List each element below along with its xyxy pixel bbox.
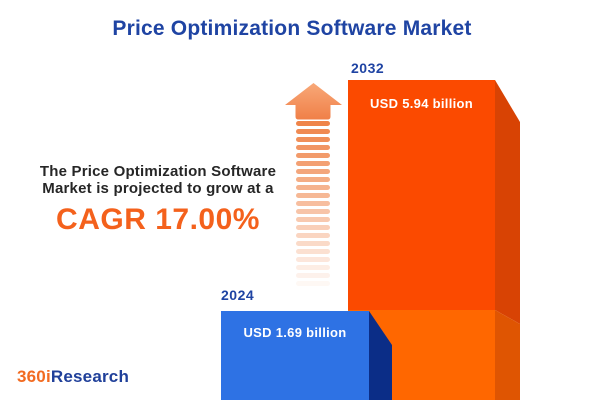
page-title: Price Optimization Software Market (112, 17, 472, 40)
growth-annotation: The Price Optimization Software Market i… (30, 163, 286, 237)
bar-2032-front-upper (348, 80, 495, 310)
arrow-stripe (296, 193, 330, 198)
arrow-stripe (296, 121, 330, 126)
arrow-stripe (296, 257, 330, 262)
arrow-head-shape (285, 83, 342, 120)
arrow-stripe (296, 153, 330, 158)
arrow-stripe (296, 185, 330, 190)
bar-2032-side-upper (495, 80, 520, 324)
arrow-stripe (296, 129, 330, 134)
annotation-line-2: Market is projected to grow at a (42, 179, 274, 197)
bar-2024-front (221, 311, 369, 400)
arrow-stripe (296, 217, 330, 222)
arrow-stripe (296, 145, 330, 150)
arrow-stripe (296, 249, 330, 254)
bar-2032-year-label: 2032 (351, 60, 385, 76)
cagr-value: CAGR 17.00% (56, 203, 260, 236)
arrow-stripe (296, 273, 330, 278)
arrow-stripe (296, 161, 330, 166)
logo-part-360i: 360i (17, 367, 51, 386)
bar-2032-value-label: USD 5.94 billion (369, 96, 474, 111)
bar-2024-side (369, 311, 392, 400)
logo-part-research: Research (50, 367, 130, 386)
arrow-stripe (296, 225, 330, 230)
logo-360iresearch: 360iResearch (17, 367, 129, 387)
arrow-stripe (296, 169, 330, 174)
arrow-stripe (296, 233, 330, 238)
arrow-stripe (296, 137, 330, 142)
bar-2024-year-label: 2024 (221, 287, 255, 303)
bar-2032-side-lower (495, 310, 520, 400)
arrow-stripe (296, 265, 330, 270)
arrow-stripe (296, 281, 330, 286)
bar-2024-value-label: USD 1.69 billion (243, 325, 347, 340)
arrow-stripe (296, 241, 330, 246)
annotation-line-1: The Price Optimization Software (39, 163, 277, 180)
growth-arrow-stripes (296, 121, 330, 289)
arrow-stripe (296, 209, 330, 214)
growth-arrow-icon (285, 83, 342, 120)
arrow-stripe (296, 177, 330, 182)
arrow-stripe (296, 201, 330, 206)
